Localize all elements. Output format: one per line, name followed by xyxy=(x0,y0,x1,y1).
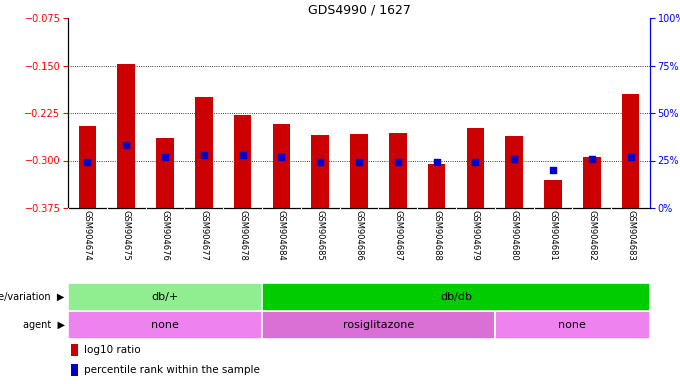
Bar xyxy=(428,164,445,208)
Text: genotype/variation  ▶: genotype/variation ▶ xyxy=(0,292,65,302)
Text: GSM904685: GSM904685 xyxy=(316,210,325,261)
Text: GSM904676: GSM904676 xyxy=(160,210,169,261)
Bar xyxy=(544,179,562,208)
Bar xyxy=(466,127,484,208)
Point xyxy=(586,156,597,162)
Text: percentile rank within the sample: percentile rank within the sample xyxy=(84,365,260,375)
Point xyxy=(509,156,520,162)
Point xyxy=(431,159,442,166)
Text: log10 ratio: log10 ratio xyxy=(84,345,140,355)
Point xyxy=(276,154,287,160)
Bar xyxy=(71,344,78,356)
Point xyxy=(470,159,481,166)
Point xyxy=(547,167,558,173)
Bar xyxy=(234,115,252,208)
Text: GSM904674: GSM904674 xyxy=(83,210,92,261)
Text: GSM904679: GSM904679 xyxy=(471,210,480,261)
Point xyxy=(237,152,248,158)
Text: db/+: db/+ xyxy=(152,292,179,302)
Text: GSM904675: GSM904675 xyxy=(122,210,131,261)
Text: none: none xyxy=(151,320,179,330)
Text: GSM904684: GSM904684 xyxy=(277,210,286,261)
Bar xyxy=(350,134,368,208)
Bar xyxy=(273,124,290,208)
Text: GSM904678: GSM904678 xyxy=(238,210,247,261)
Bar xyxy=(583,157,600,208)
Text: none: none xyxy=(558,320,586,330)
Point xyxy=(82,159,93,166)
Bar xyxy=(311,135,329,208)
Bar xyxy=(505,136,523,208)
Bar xyxy=(262,283,650,311)
Text: GSM904688: GSM904688 xyxy=(432,210,441,261)
Bar xyxy=(71,364,78,376)
Bar xyxy=(79,126,96,208)
Point xyxy=(392,159,403,166)
Bar xyxy=(622,94,639,208)
Title: GDS4990 / 1627: GDS4990 / 1627 xyxy=(307,4,411,17)
Text: GSM904682: GSM904682 xyxy=(588,210,596,261)
Bar xyxy=(195,97,213,208)
Bar xyxy=(68,311,262,339)
Bar xyxy=(389,133,407,208)
Text: GSM904687: GSM904687 xyxy=(393,210,403,261)
Point xyxy=(199,152,209,158)
Bar xyxy=(68,283,262,311)
Point xyxy=(121,142,132,148)
Point xyxy=(160,154,171,160)
Text: rosiglitazone: rosiglitazone xyxy=(343,320,414,330)
Text: GSM904683: GSM904683 xyxy=(626,210,635,261)
Point xyxy=(625,154,636,160)
Bar xyxy=(156,138,173,208)
Text: agent  ▶: agent ▶ xyxy=(22,320,65,330)
Bar xyxy=(118,64,135,208)
Point xyxy=(354,159,364,166)
Text: db/db: db/db xyxy=(440,292,472,302)
Text: GSM904680: GSM904680 xyxy=(510,210,519,261)
Text: GSM904681: GSM904681 xyxy=(549,210,558,261)
Text: GSM904686: GSM904686 xyxy=(354,210,364,261)
Bar xyxy=(495,311,650,339)
Bar xyxy=(262,311,495,339)
Text: GSM904677: GSM904677 xyxy=(199,210,208,261)
Point xyxy=(315,159,326,166)
